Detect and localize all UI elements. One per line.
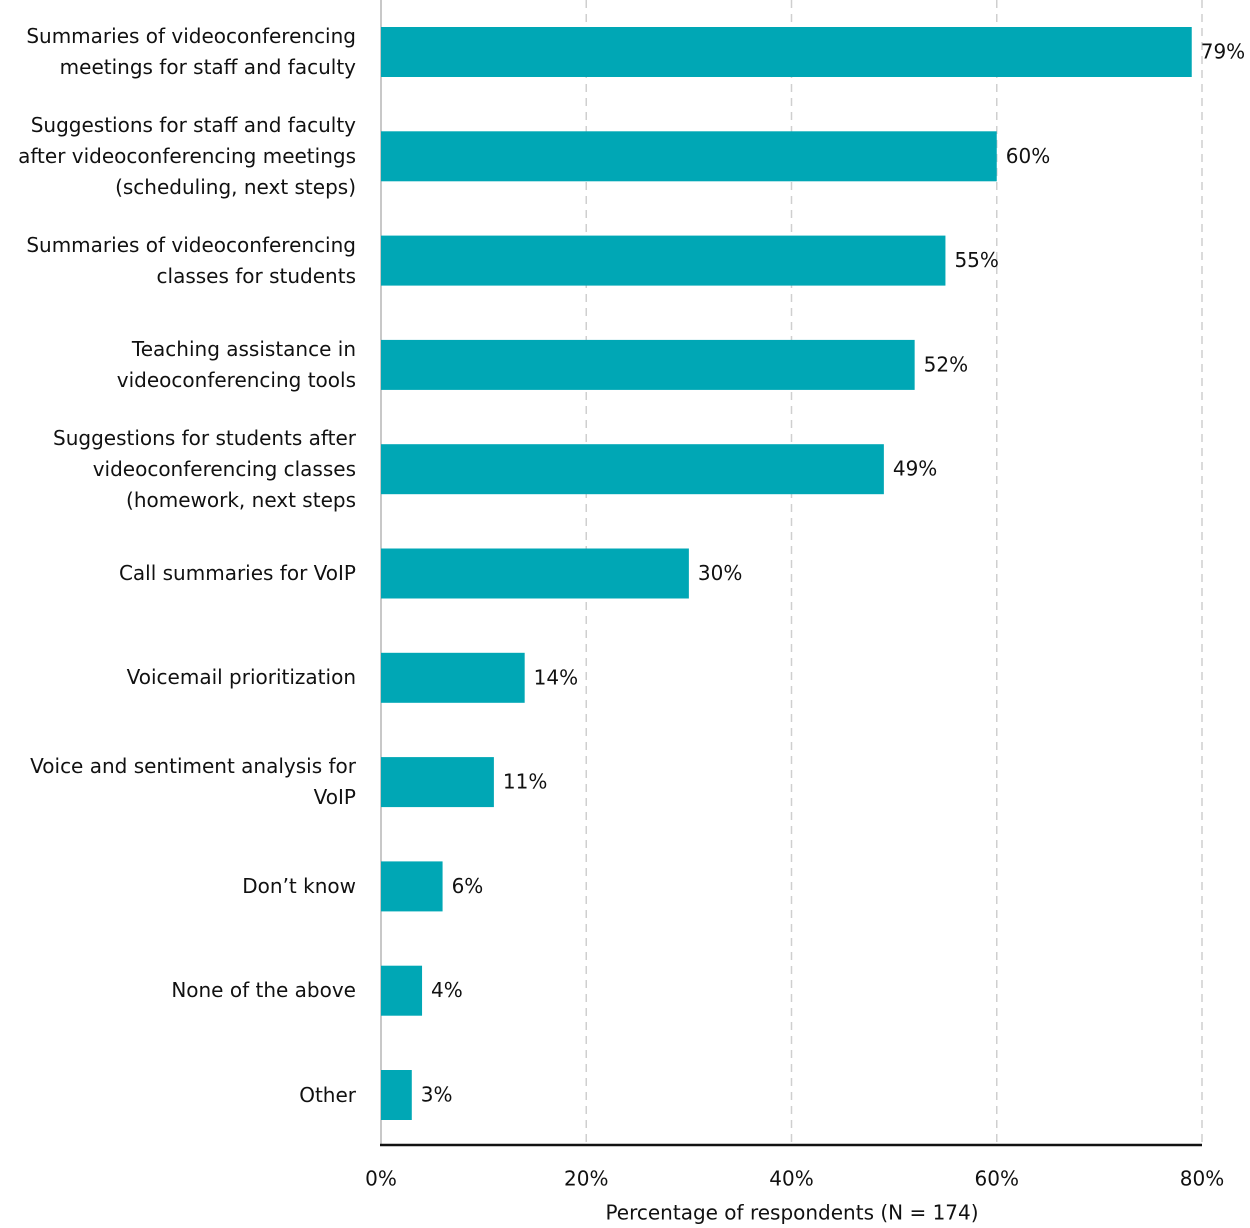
y-tick-label-box: Don’t know bbox=[0, 834, 356, 938]
bar bbox=[381, 27, 1192, 77]
y-tick-label: Other bbox=[299, 1082, 356, 1107]
y-tick-label-box: None of the above bbox=[0, 939, 356, 1043]
y-tick-label-box: Other bbox=[0, 1043, 356, 1147]
x-tick-label: 20% bbox=[564, 1167, 608, 1191]
bar bbox=[381, 339, 915, 390]
bar bbox=[381, 861, 443, 912]
y-tick-label-box: Voice and sentiment analysis for VoIP bbox=[0, 730, 356, 834]
value-label: 60% bbox=[1006, 144, 1050, 168]
value-label: 30% bbox=[698, 561, 742, 585]
y-tick-label: Summaries of videoconferencing classes f… bbox=[26, 232, 356, 288]
value-label: 4% bbox=[431, 978, 463, 1002]
y-tick-label: Don’t know bbox=[242, 873, 356, 898]
bar bbox=[381, 757, 494, 808]
y-tick-label: Voice and sentiment analysis for VoIP bbox=[30, 754, 356, 810]
y-tick-label-box: Teaching assistance in videoconferencing… bbox=[0, 313, 356, 417]
value-label: 79% bbox=[1201, 40, 1245, 64]
x-tick-label: 40% bbox=[769, 1167, 813, 1191]
y-tick-label: None of the above bbox=[171, 978, 356, 1003]
y-tick-label-box: Call summaries for VoIP bbox=[0, 522, 356, 626]
value-label: 11% bbox=[503, 770, 547, 794]
y-tick-label-box: Suggestions for staff and faculty after … bbox=[0, 104, 356, 208]
y-tick-label: Call summaries for VoIP bbox=[118, 561, 356, 585]
x-tick-label: 80% bbox=[1180, 1167, 1224, 1191]
x-tick-label: 0% bbox=[365, 1167, 397, 1191]
y-tick-label-box: Suggestions for students after videoconf… bbox=[0, 417, 356, 521]
y-tick-label: Summaries of videoconferencing meetings … bbox=[26, 24, 356, 79]
value-label: 55% bbox=[954, 248, 998, 272]
value-label: 49% bbox=[893, 457, 937, 481]
bar bbox=[381, 131, 997, 182]
value-label: 3% bbox=[421, 1083, 453, 1107]
y-tick-label: Suggestions for staff and faculty after … bbox=[18, 112, 356, 199]
y-tick-label: Teaching assistance in videoconferencing… bbox=[116, 336, 356, 392]
bar bbox=[381, 444, 884, 495]
y-tick-label: Suggestions for students after videoconf… bbox=[53, 425, 356, 512]
value-label: 52% bbox=[924, 352, 968, 376]
y-tick-label-box: Summaries of videoconferencing classes f… bbox=[0, 209, 356, 313]
bar bbox=[381, 652, 525, 703]
bar bbox=[381, 965, 423, 1016]
y-tick-label-box: Voicemail prioritization bbox=[0, 626, 356, 730]
bar bbox=[381, 235, 946, 286]
bar bbox=[381, 548, 689, 599]
x-axis-title: Percentage of respondents (N = 174) bbox=[605, 1201, 978, 1225]
bar bbox=[381, 1070, 412, 1120]
y-tick-label: Voicemail prioritization bbox=[126, 665, 356, 690]
x-tick-label: 60% bbox=[975, 1167, 1019, 1191]
value-label: 14% bbox=[534, 665, 578, 689]
value-label: 6% bbox=[452, 874, 484, 898]
y-tick-label-box: Summaries of videoconferencing meetings … bbox=[0, 0, 356, 104]
